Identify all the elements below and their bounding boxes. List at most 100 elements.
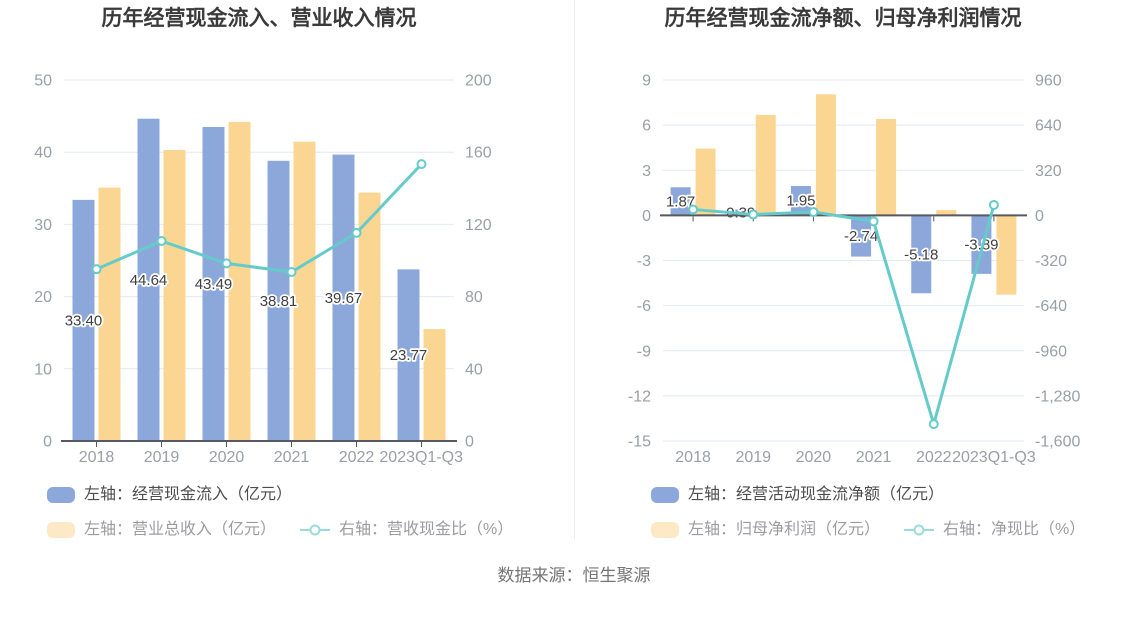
right-axis-tick-label: 40 [465, 361, 483, 378]
bar-data-label: 43.49 [195, 276, 233, 293]
legend-left-chart: 左轴：经营现金流入（亿元） 左轴：营业总收入（亿元） 右轴：营收现金比（%） [47, 486, 574, 539]
bar-series1-2023Q1-Q3[interactable] [996, 215, 1017, 295]
right-axis-tick-label: -320 [1035, 253, 1067, 270]
bar-series0-2020[interactable] [202, 127, 225, 441]
right-axis-tick-label: 120 [465, 217, 492, 234]
bar-series0-2020[interactable] [790, 186, 811, 216]
bar-data-label: 33.40 [65, 312, 103, 329]
chart-title-right: 历年经营现金流净额、归母净利润情况 [665, 6, 1022, 30]
left-axis-tick-label: 30 [34, 217, 52, 234]
legend-item-cash-inflow[interactable]: 左轴：经营现金流入（亿元） [47, 486, 292, 504]
bar-series1-2022[interactable] [936, 210, 957, 216]
legend-item-total-revenue[interactable]: 左轴：营业总收入（亿元） [47, 521, 276, 539]
data-source-note: 数据来源：恒生聚源 [497, 566, 651, 585]
line-point-2018[interactable] [91, 264, 102, 275]
chart-title-left: 历年经营现金流入、营业收入情况 [102, 6, 417, 30]
legend-line-marker-icon [904, 524, 935, 536]
line-point-2023Q1-Q3[interactable] [416, 159, 427, 170]
bar-series0-2019[interactable] [137, 118, 160, 441]
right-axis-tick-label: 320 [1035, 163, 1062, 180]
x-axis-category-label: 2021 [856, 449, 892, 466]
bar-data-label: -5.18 [904, 246, 938, 263]
x-axis-category-label: 2021 [274, 449, 310, 466]
right-axis-tick-label: 80 [465, 289, 483, 306]
line-point-2022[interactable] [928, 419, 939, 430]
left-axis-tick-label: 6 [642, 118, 651, 135]
line-point-2020[interactable] [808, 206, 819, 217]
legend-row: 左轴：经营现金流入（亿元） [47, 486, 574, 504]
x-axis-category-label: 2018 [79, 449, 115, 466]
bar-series1-2019[interactable] [755, 114, 776, 216]
bar-series0-2021[interactable] [267, 160, 290, 441]
x-axis-category-label: 2022 [916, 449, 952, 466]
bar-data-label: 38.81 [260, 293, 298, 310]
right-axis-tick-label: 200 [465, 73, 492, 90]
ratio-line [692, 204, 996, 426]
right-axis-tick-label: -1,600 [1035, 434, 1080, 451]
bar-series0-2022[interactable] [332, 154, 355, 442]
net-cashflow-profit-chart: 历年经营现金流净额、归母净利润情况 9 6 3 0 -3 -6 -9 -12 -15 960 640… [628, 6, 1081, 466]
line-point-2018[interactable] [688, 204, 699, 215]
bar-series1-2019[interactable] [163, 150, 186, 441]
bar-series1-2020[interactable] [228, 121, 251, 441]
legend-swatch-blue-icon [651, 487, 679, 503]
legend-label: 左轴：经营现金流入（亿元） [84, 486, 293, 503]
legend-line-marker-icon [300, 524, 331, 536]
x-axis-category-label: 2019 [735, 449, 771, 466]
line-point-2021[interactable] [868, 216, 879, 227]
right-axis-tick-label: 0 [465, 434, 474, 451]
legend-row: 左轴：营业总收入（亿元） 右轴：营收现金比（%） [47, 521, 574, 539]
legend-label: 右轴：营收现金比（%） [339, 521, 514, 538]
right-axis-tick-label: 0 [1035, 208, 1044, 225]
left-axis-tick-label: 50 [34, 73, 52, 90]
legend-item-operating-net-cashflow[interactable]: 左轴：经营活动现金流净额（亿元） [651, 486, 944, 504]
left-axis-tick-label: 40 [34, 145, 52, 162]
right-axis-tick-label: 160 [465, 145, 492, 162]
line-point-2021[interactable] [286, 267, 297, 278]
legend-item-net-profit[interactable]: 左轴：归母净利润（亿元） [651, 521, 880, 539]
bar-series0-2018[interactable] [670, 187, 691, 216]
bar-series1-2021[interactable] [876, 118, 897, 216]
bar-series0-2022[interactable] [911, 215, 932, 294]
line-point-2022[interactable] [351, 227, 362, 238]
bar-data-label: 1.95 [786, 193, 815, 210]
legend-item-net-cash-ratio[interactable]: 右轴：净现比（%） [904, 521, 1085, 539]
line-point-2020[interactable] [221, 258, 232, 269]
ratio-line [95, 163, 423, 274]
bar-series1-2018[interactable] [695, 148, 716, 216]
line-point-2019[interactable] [748, 209, 759, 220]
legend-label: 左轴：归母净利润（亿元） [688, 521, 881, 538]
bar-series1-2021[interactable] [293, 141, 316, 441]
left-axis-tick-label: 3 [642, 163, 651, 180]
left-axis-tick-label: 9 [642, 73, 651, 90]
legend-swatch-orange-icon [651, 522, 679, 538]
bar-series1-2022[interactable] [358, 192, 381, 441]
left-axis-tick-label: 10 [34, 361, 52, 378]
chart-panel-cash-inflow-revenue: 历年经营现金流入、营业收入情况 50 40 30 20 10 0 200 160 120 80 40… [0, 0, 574, 539]
chart-panel-net-cashflow-profit: 历年经营现金流净额、归母净利润情况 9 6 3 0 -3 -6 -9 -12 -15 960 640… [574, 0, 1148, 539]
legend-label: 左轴：经营活动现金流净额（亿元） [688, 486, 945, 503]
left-axis-tick-label: -12 [628, 388, 651, 405]
bar-series1-2023Q1-Q3[interactable] [423, 329, 446, 441]
legend-swatch-blue-icon [47, 487, 75, 503]
legend-row: 左轴：经营活动现金流净额（亿元） [651, 486, 1148, 504]
bar-series1-2018[interactable] [98, 187, 121, 441]
left-axis-tick-label: -6 [637, 298, 651, 315]
right-axis-tick-label: 960 [1035, 73, 1062, 90]
legend-label: 右轴：净现比（%） [943, 521, 1086, 538]
legend-item-revenue-cash-ratio[interactable]: 右轴：营收现金比（%） [300, 521, 513, 539]
right-axis-tick-label: -640 [1035, 298, 1067, 315]
left-axis-tick-label: -3 [637, 253, 651, 270]
bar-series1-2020[interactable] [815, 94, 836, 216]
bar-series0-2021[interactable] [851, 215, 872, 257]
line-point-2023Q1-Q3[interactable] [988, 199, 999, 210]
left-axis-tick-label: -15 [628, 434, 651, 451]
line-point-2019[interactable] [156, 236, 167, 247]
bar-series0-2018[interactable] [72, 199, 95, 441]
bar-series0-2023Q1-Q3[interactable] [397, 269, 420, 441]
legend-swatch-orange-icon [47, 522, 75, 538]
right-axis-tick-label: -960 [1035, 343, 1067, 360]
charts-row: 历年经营现金流入、营业收入情况 50 40 30 20 10 0 200 160 120 80 40… [0, 0, 1148, 539]
x-axis-category-label: 2020 [209, 449, 245, 466]
